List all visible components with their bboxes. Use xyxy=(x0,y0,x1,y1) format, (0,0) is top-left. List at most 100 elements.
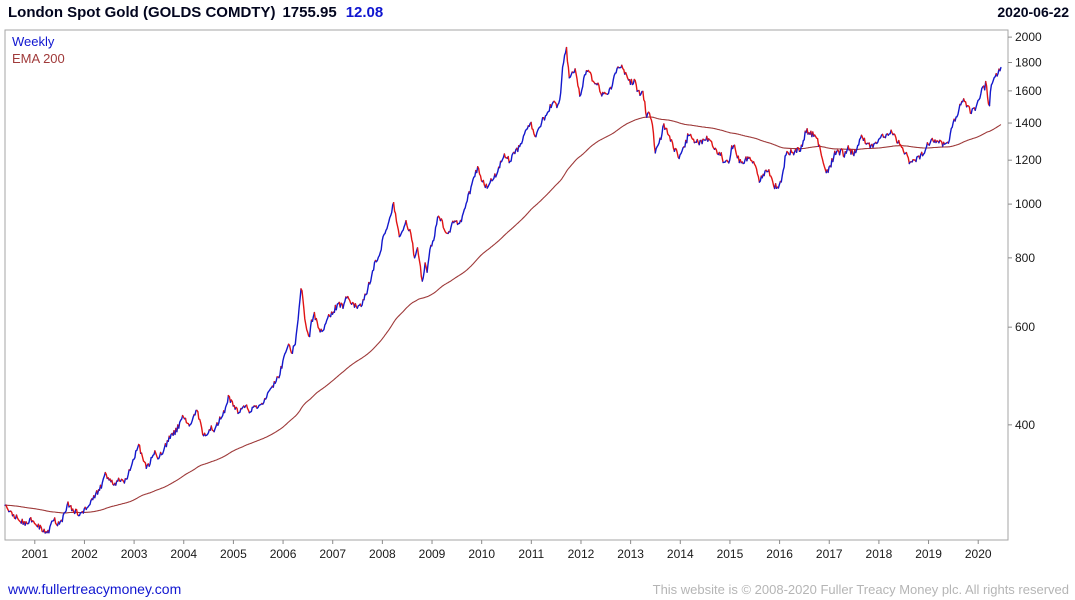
price-line-segment xyxy=(742,156,747,165)
price-line-segment xyxy=(574,68,581,97)
x-axis-label: 2020 xyxy=(965,547,992,561)
price-line-segment xyxy=(860,134,865,142)
price-line-segment xyxy=(618,64,623,69)
price-line-segment xyxy=(974,85,985,112)
price-line-segment xyxy=(300,288,311,338)
price-line-segment xyxy=(405,219,410,232)
instrument-title: London Spot Gold (GOLDS COMDTY) xyxy=(8,4,276,21)
price-line-segment xyxy=(587,69,596,85)
price-line-segment xyxy=(606,86,612,96)
price-line-segment xyxy=(278,365,282,379)
price-line-segment xyxy=(308,319,313,338)
price-line-segment xyxy=(790,148,795,156)
price-line-segment xyxy=(61,501,69,523)
price-line-segment xyxy=(256,402,263,409)
price-line-segment xyxy=(491,173,496,182)
price-line-segment xyxy=(77,510,84,517)
price-line-segment xyxy=(248,405,255,414)
price-line-segment xyxy=(876,133,884,145)
x-axis-label: 2012 xyxy=(568,547,595,561)
price-line-segment xyxy=(579,69,588,97)
price-line-segment xyxy=(440,218,449,235)
price-line-segment xyxy=(947,118,955,144)
price-line-segment xyxy=(686,133,689,144)
price-line-segment xyxy=(610,66,619,90)
price-line-segment xyxy=(262,398,266,405)
y-axis-label: 1000 xyxy=(1015,197,1042,211)
price-line-segment xyxy=(768,169,776,190)
price-line-segment xyxy=(708,138,716,151)
price-line-segment xyxy=(315,317,321,333)
price-line-segment xyxy=(543,103,551,121)
price-line-segment xyxy=(165,440,169,448)
price-line-segment xyxy=(213,422,218,433)
price-line-segment xyxy=(568,71,573,79)
site-link[interactable]: www.fullertreacymoney.com xyxy=(8,581,182,597)
price-line-segment xyxy=(701,138,704,145)
title-group: London Spot Gold (GOLDS COMDTY) 1755.95 … xyxy=(8,4,383,21)
price-line-segment xyxy=(798,144,803,153)
price-line-segment xyxy=(814,134,820,147)
price-line-segment xyxy=(204,429,211,437)
price-line-segment xyxy=(184,417,191,427)
price-line-segment xyxy=(437,215,442,222)
price-line-segment xyxy=(230,399,234,407)
price-line-segment xyxy=(409,228,416,259)
y-axis-label: 1600 xyxy=(1015,84,1042,98)
price-line-segment xyxy=(674,147,680,160)
x-axis-label: 2016 xyxy=(766,547,793,561)
x-axis-label: 2003 xyxy=(121,547,148,561)
price-line-segment xyxy=(375,201,395,263)
price-line-segment xyxy=(223,394,230,414)
price-line-segment xyxy=(416,247,423,282)
last-price: 1755.95 xyxy=(282,4,337,21)
chart-header: London Spot Gold (GOLDS COMDTY) 1755.95 … xyxy=(8,4,1069,21)
price-line-segment xyxy=(508,151,515,164)
x-axis-label: 2011 xyxy=(518,547,544,561)
price-line-segment xyxy=(905,151,910,165)
price-line-segment xyxy=(291,288,302,354)
price-line-segment xyxy=(988,72,997,107)
price-line-segment xyxy=(928,137,933,146)
price-line-segment xyxy=(530,121,537,138)
price-line-segment xyxy=(157,451,162,460)
price-line-segment xyxy=(898,139,906,155)
copyright-text: This website is © 2008-2020 Fuller Treac… xyxy=(652,582,1069,597)
price-line-segment xyxy=(818,144,827,174)
price-line-segment xyxy=(535,116,545,138)
price-line-segment xyxy=(100,471,107,489)
price-line-segment xyxy=(426,244,432,273)
price-line-segment xyxy=(196,409,205,437)
price-line-segment xyxy=(963,98,968,108)
price-line-segment xyxy=(796,147,801,153)
price-line-segment xyxy=(123,478,127,484)
price-line-segment xyxy=(954,103,961,122)
price-line-segment xyxy=(689,133,696,144)
y-axis-label: 1400 xyxy=(1015,116,1042,130)
price-line-segment xyxy=(281,343,290,369)
price-line-segment xyxy=(148,450,156,467)
price-line-segment xyxy=(631,78,635,86)
price-line-segment xyxy=(663,123,666,130)
x-axis-label: 2015 xyxy=(717,547,744,561)
price-line-segment xyxy=(460,191,470,223)
price-line-segment xyxy=(722,159,728,164)
price-line-segment xyxy=(999,66,1002,72)
price-line-segment xyxy=(321,314,330,333)
price-line-segment xyxy=(235,406,239,415)
price-line-segment xyxy=(313,311,316,321)
price-line-segment xyxy=(486,178,492,189)
price-line-segment xyxy=(96,489,100,495)
price-line-segment xyxy=(237,407,242,415)
price-line-segment xyxy=(495,166,500,178)
price-line-segment xyxy=(633,78,638,92)
price-line-segment xyxy=(398,219,407,238)
price-line-segment xyxy=(32,520,39,528)
price-line-segment xyxy=(678,146,685,160)
y-axis-label: 1800 xyxy=(1015,56,1042,70)
price-line-segment xyxy=(517,145,520,153)
legend-weekly-label: Weekly xyxy=(12,34,55,49)
price-line-segment xyxy=(642,90,648,118)
